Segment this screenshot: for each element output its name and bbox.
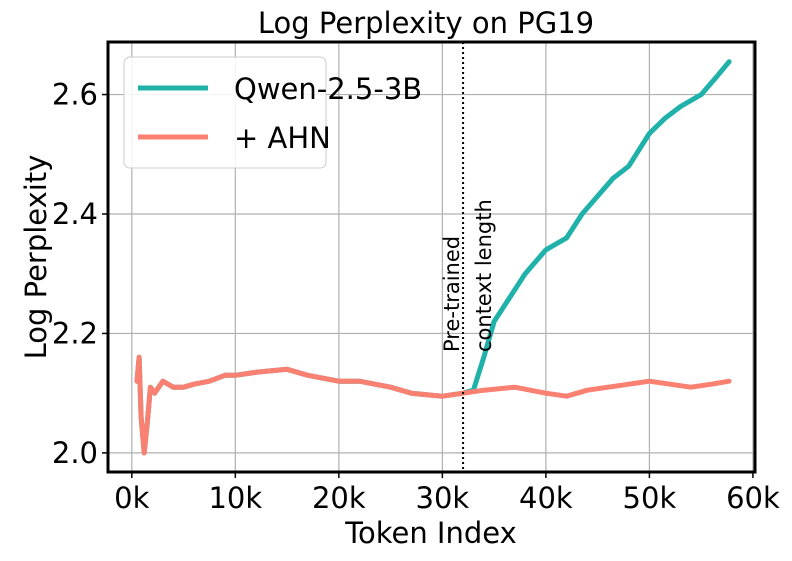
x-tick-label: 30k [416,481,470,515]
series-lines [134,59,732,456]
legend: Qwen-2.5-3B + AHN [123,56,422,169]
x-tick-label: 40k [519,481,573,515]
x-tick-label: 50k [623,481,677,515]
legend-box [123,56,327,169]
plot-frame [106,40,757,474]
y-tick-label: 2.6 [52,78,98,112]
x-tick-label: 20k [312,481,366,515]
y-tick-label: 2.0 [52,436,98,470]
y-tick-label: 2.4 [52,197,98,231]
x-tick-label: 0k [114,481,149,515]
ticks: 0k 10k 20k 30k 40k 50k 60k 2.0 2.2 2.4 2.6 [52,78,780,515]
x-tick-label: 10k [208,481,262,515]
series-line-1 [134,354,732,456]
legend-label-ahn: + AHN [234,121,331,155]
chart-title: Log Perplexity on PG19 [258,6,594,40]
legend-label-qwen: Qwen-2.5-3B [234,72,422,106]
annotation-line-1: Pre-trained [440,236,464,352]
annotation-line-2: context length [472,199,496,352]
x-axis-label: Token Index [344,516,517,550]
y-axis-label: Log Perplexity [19,155,53,360]
x-tick-label: 60k [726,481,780,515]
y-tick-label: 2.2 [52,316,98,350]
